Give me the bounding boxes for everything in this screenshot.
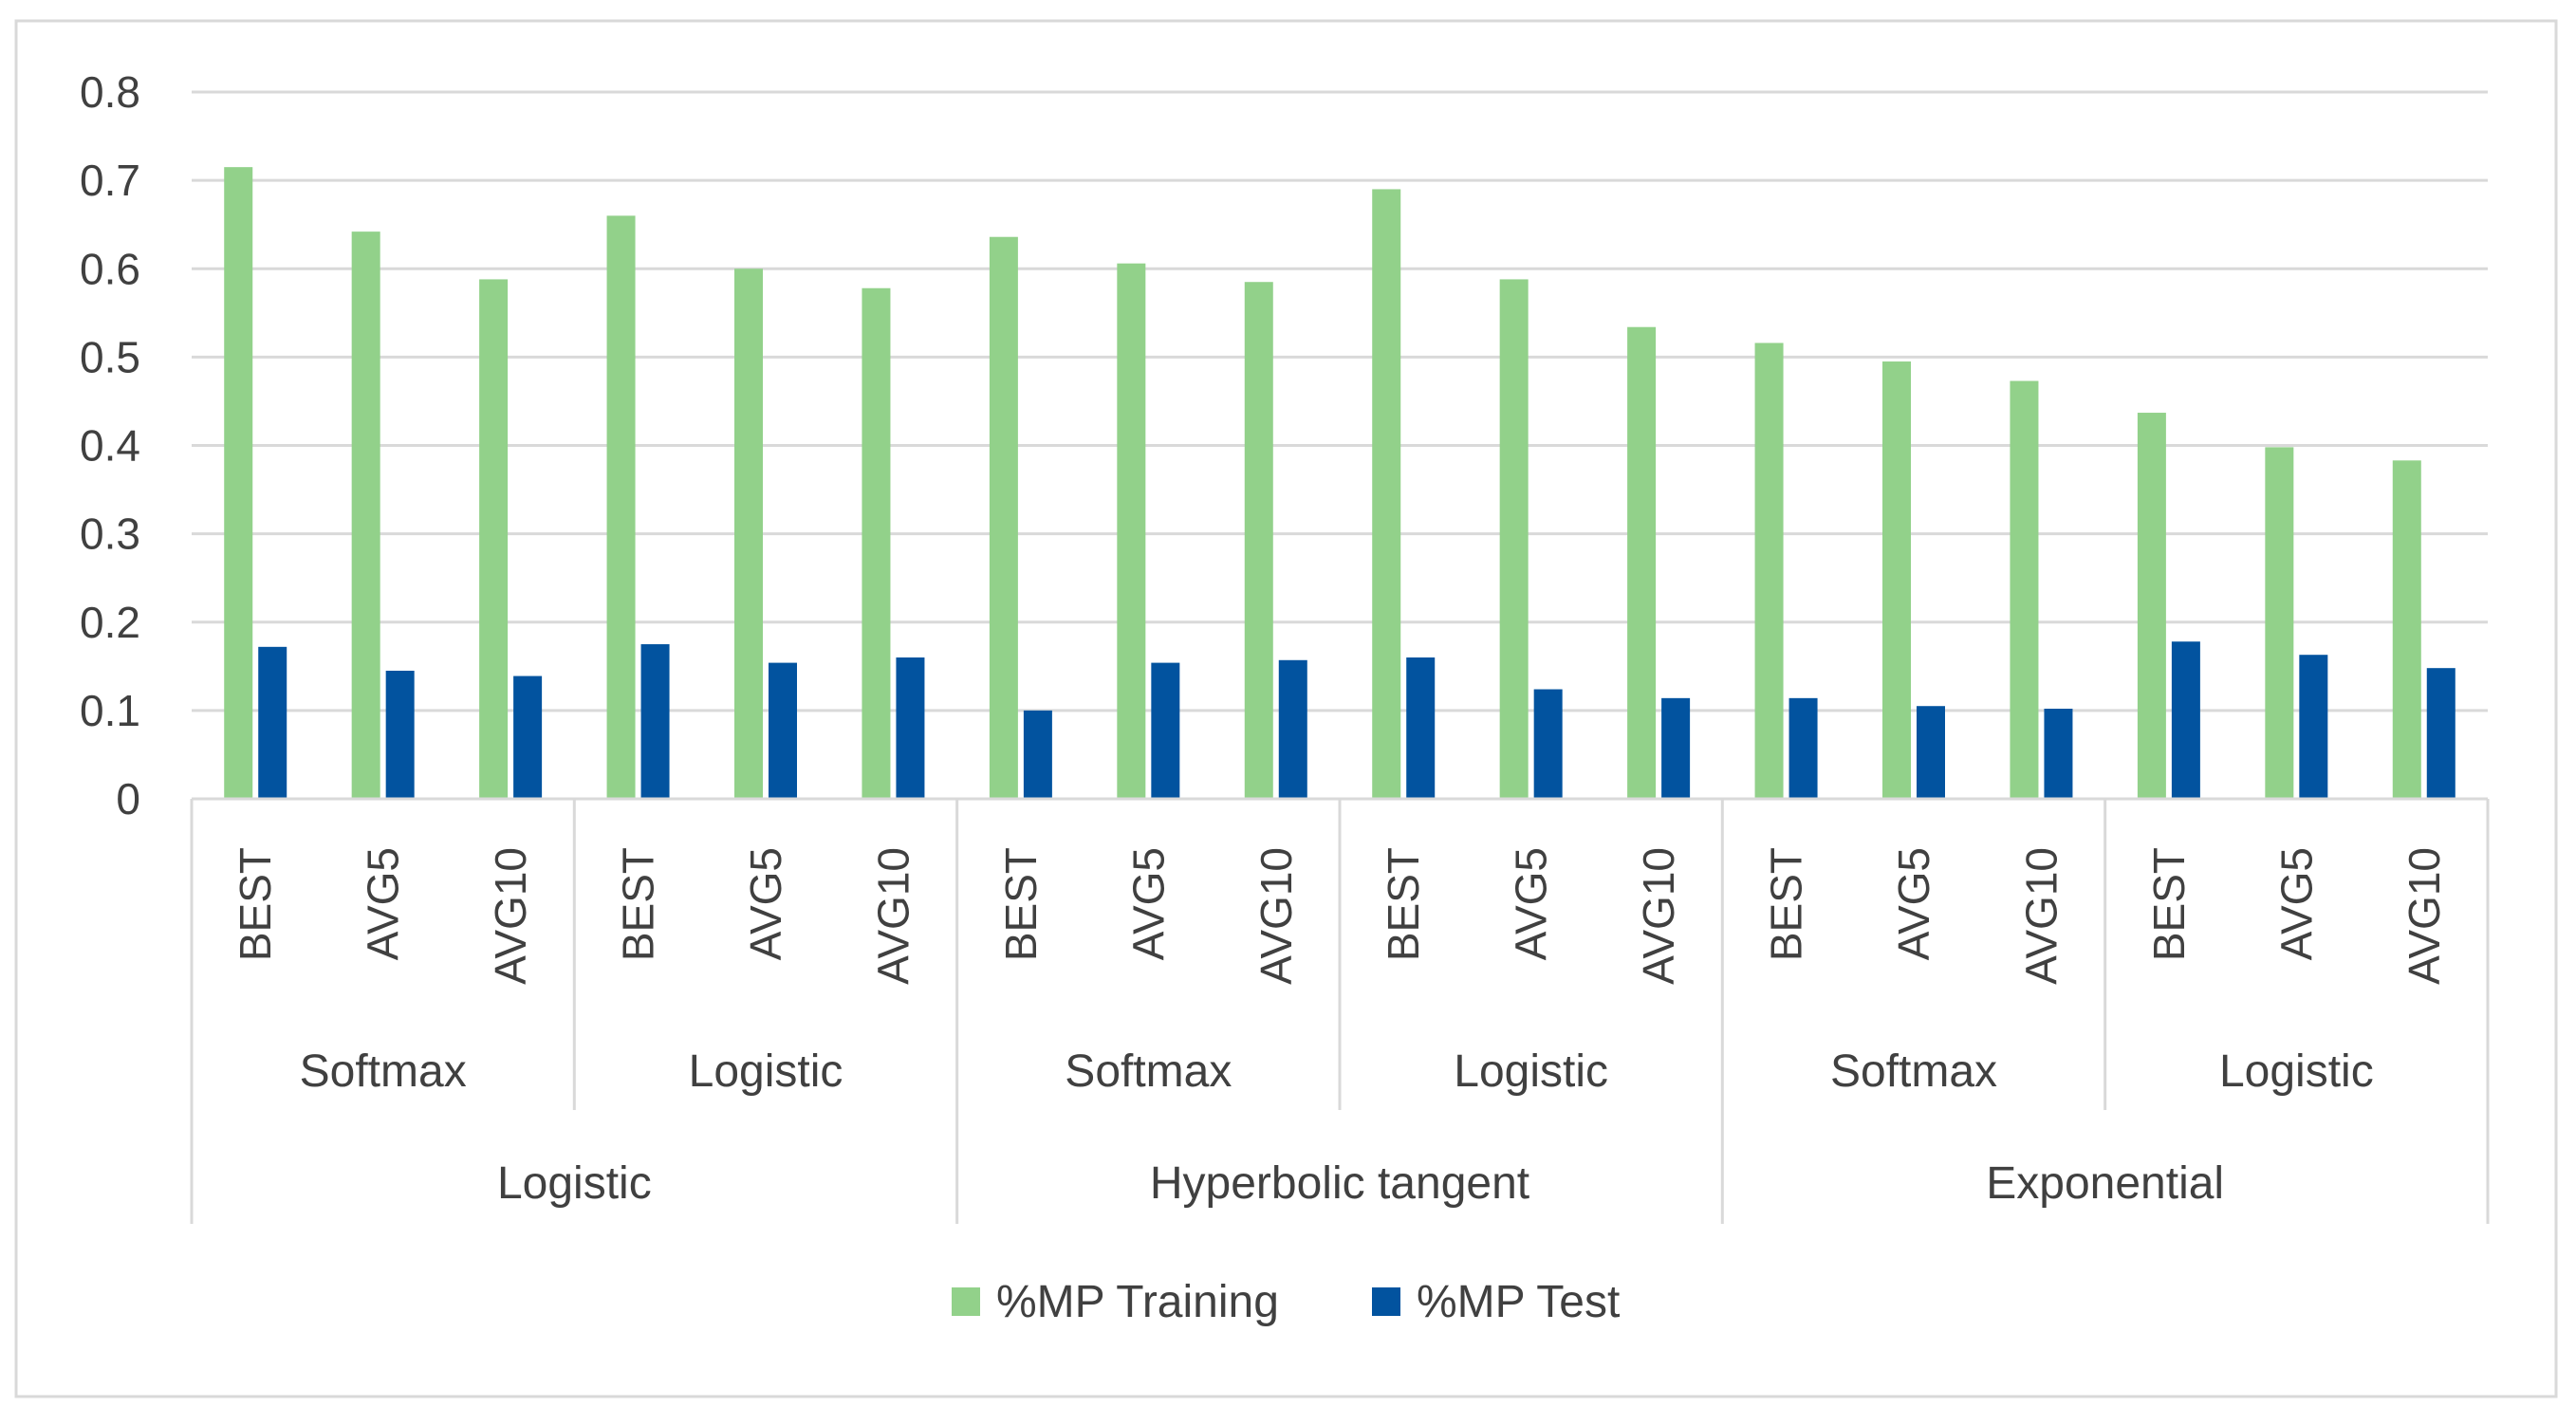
x-tick-label: AVG10 [1634,847,1683,985]
bar-training [862,287,891,799]
bars [224,167,2456,800]
x-tick-label: AVG10 [2400,847,2449,985]
bar-test [1406,657,1436,799]
x-tick-label: AVG5 [1507,847,1556,960]
bar-test [1533,689,1563,799]
legend-swatch [1372,1287,1400,1316]
bar-test [2299,655,2328,799]
bar-training [734,268,763,799]
x-tick-label: BEST [1762,847,1811,961]
x-tick-label: AVG5 [1123,847,1173,960]
axes: 0 0.1 0.2 0.3 0.4 0.5 0.6 0.7 0.8 BEST AVG5 AVG10 BE… [80,67,2490,1224]
bar-test [1917,706,1945,799]
y-tick-label: 0 [116,774,140,824]
bar-test [1661,697,1691,799]
group-label-level2: Logistic [497,1158,652,1209]
x-tick-label: AVG10 [1251,847,1301,985]
bar-training [2137,413,2166,799]
bar-test [2044,709,2073,799]
bar-training [2265,447,2294,799]
group-label-level2: Exponential [1986,1158,2224,1209]
bar-test [2171,641,2200,799]
bar-training [1117,263,1146,800]
group-label-level2: Hyperbolic tangent [1150,1158,1529,1209]
x-tick-label: BEST [231,847,280,961]
bar-training [1244,282,1273,799]
y-tick-label: 0.8 [80,67,140,117]
x-tick-label: BEST [996,847,1046,961]
bar-test [896,657,925,799]
x-tick-label: AVG10 [868,847,917,985]
x-tick-label: BEST [2144,847,2194,961]
group-label-level1: Softmax [300,1046,467,1097]
bar-training [1372,189,1401,799]
y-tick-label: 0.6 [80,244,140,293]
y-tick-label: 0.1 [80,686,140,735]
bar-test [2426,668,2456,799]
bar-test [385,670,415,799]
x-tick-label: AVG10 [486,847,535,985]
bar-training [1499,279,1529,799]
y-tick-label: 0.3 [80,509,140,559]
bar-test [1023,710,1052,799]
x-tick-label: AVG5 [359,847,408,960]
bar-test [769,662,797,799]
legend: %MP Training %MP Test [952,1277,1620,1327]
legend-swatch [952,1287,980,1316]
bar-training [2392,460,2421,799]
group-label-level1: Softmax [1065,1046,1232,1097]
bar-training [1882,361,1911,799]
group-label-level1: Logistic [1454,1046,1608,1097]
y-tick-label: 0.2 [80,598,140,647]
x-tick-label: AVG5 [741,847,790,960]
legend-label: %MP Test [1417,1277,1620,1327]
group-label-level1: Logistic [2219,1046,2374,1097]
y-tick-label: 0.7 [80,156,140,205]
bar-test [1278,659,1307,799]
bar-training [224,167,253,799]
bar-training [479,279,509,799]
y-tick-label: 0.5 [80,332,140,381]
bar-test [1788,697,1818,799]
bar-training [1627,326,1657,799]
bar-training [606,215,636,799]
bar-training [1754,342,1784,799]
bar-training [989,236,1018,800]
x-tick-label: BEST [1379,847,1428,961]
y-tick-label: 0.4 [80,421,140,471]
x-tick-label: AVG5 [1889,847,1938,960]
x-tick-label: AVG10 [2016,847,2066,985]
group-label-level1: Softmax [1830,1046,1997,1097]
bar-training [351,231,380,799]
bar-test [258,646,287,799]
legend-label: %MP Training [996,1277,1279,1327]
x-tick-label: BEST [614,847,663,961]
bar-test [1151,662,1180,799]
bar-training [2010,380,2039,799]
group-label-level1: Logistic [689,1046,843,1097]
bar-test [640,644,670,799]
bar-test [513,675,543,799]
x-tick-label: AVG5 [2271,847,2321,960]
